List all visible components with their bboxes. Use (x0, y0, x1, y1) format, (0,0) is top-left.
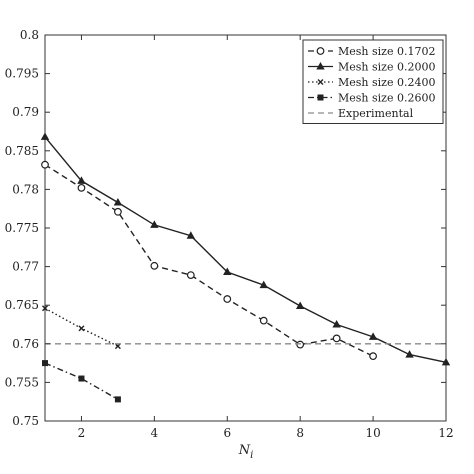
legend-marker (317, 94, 324, 101)
x-tick-label: 12 (438, 426, 453, 440)
data-point (369, 352, 377, 361)
legend-box (302, 39, 444, 124)
data-point (405, 350, 414, 358)
x-tick-label: 4 (151, 426, 159, 440)
series-line (44, 136, 447, 364)
y-tick-label: 0.79 (12, 105, 39, 119)
series-3 (42, 360, 121, 403)
data-point (41, 160, 49, 169)
data-point (114, 207, 122, 216)
y-tick-label: 0.765 (5, 298, 39, 312)
legend-marker (316, 47, 325, 55)
data-point (42, 360, 48, 367)
series-line (44, 164, 374, 357)
y-tick-label: 0.77 (12, 260, 39, 274)
legend-label: Mesh size 0.1702 (338, 45, 435, 58)
y-tick-label: 0.795 (5, 67, 39, 81)
data-point (259, 316, 268, 325)
legend-marker (316, 62, 325, 70)
series-line (44, 307, 119, 347)
data-point (114, 396, 121, 403)
data-point (150, 220, 159, 228)
data-point (40, 132, 50, 140)
series-2 (42, 305, 121, 350)
data-point (186, 271, 195, 279)
data-point (113, 198, 123, 206)
x-tick-label: 2 (78, 426, 86, 440)
y-tick-label: 0.775 (5, 221, 39, 235)
y-tick-label: 0.785 (5, 144, 39, 158)
data-point (78, 375, 85, 382)
series-1 (40, 132, 451, 366)
legend-label: Mesh size 0.2000 (338, 61, 435, 74)
data-point (368, 332, 378, 340)
x-tick-label: 10 (365, 426, 380, 440)
data-point (223, 267, 232, 276)
x-tick-label: 8 (296, 426, 304, 440)
data-point (332, 334, 341, 343)
y-tick-label: 0.78 (12, 182, 39, 196)
legend-marker (317, 79, 324, 85)
data-point (78, 325, 85, 332)
y-tick-label: 0.75 (12, 414, 39, 428)
y-tick-label: 0.8 (20, 28, 39, 42)
data-point (223, 295, 232, 303)
x-axis-label: Ni (238, 443, 254, 461)
data-point (259, 280, 268, 289)
legend-label: Experimental (338, 107, 414, 120)
data-point (296, 340, 305, 349)
data-point (186, 231, 196, 239)
data-point (150, 261, 159, 270)
data-point (42, 305, 48, 312)
y-tick-label: 0.755 (5, 375, 39, 389)
x-tick-label: 6 (223, 426, 231, 440)
data-point (441, 357, 451, 366)
series-line (44, 362, 119, 400)
data-point (77, 183, 86, 192)
data-point (77, 176, 86, 184)
series-0 (41, 160, 377, 361)
y-tick-label: 0.76 (12, 337, 39, 351)
legend-label: Mesh size 0.2600 (338, 92, 435, 105)
data-point (295, 301, 305, 309)
data-point (332, 320, 341, 328)
legend-label: Mesh size 0.2400 (338, 76, 435, 89)
